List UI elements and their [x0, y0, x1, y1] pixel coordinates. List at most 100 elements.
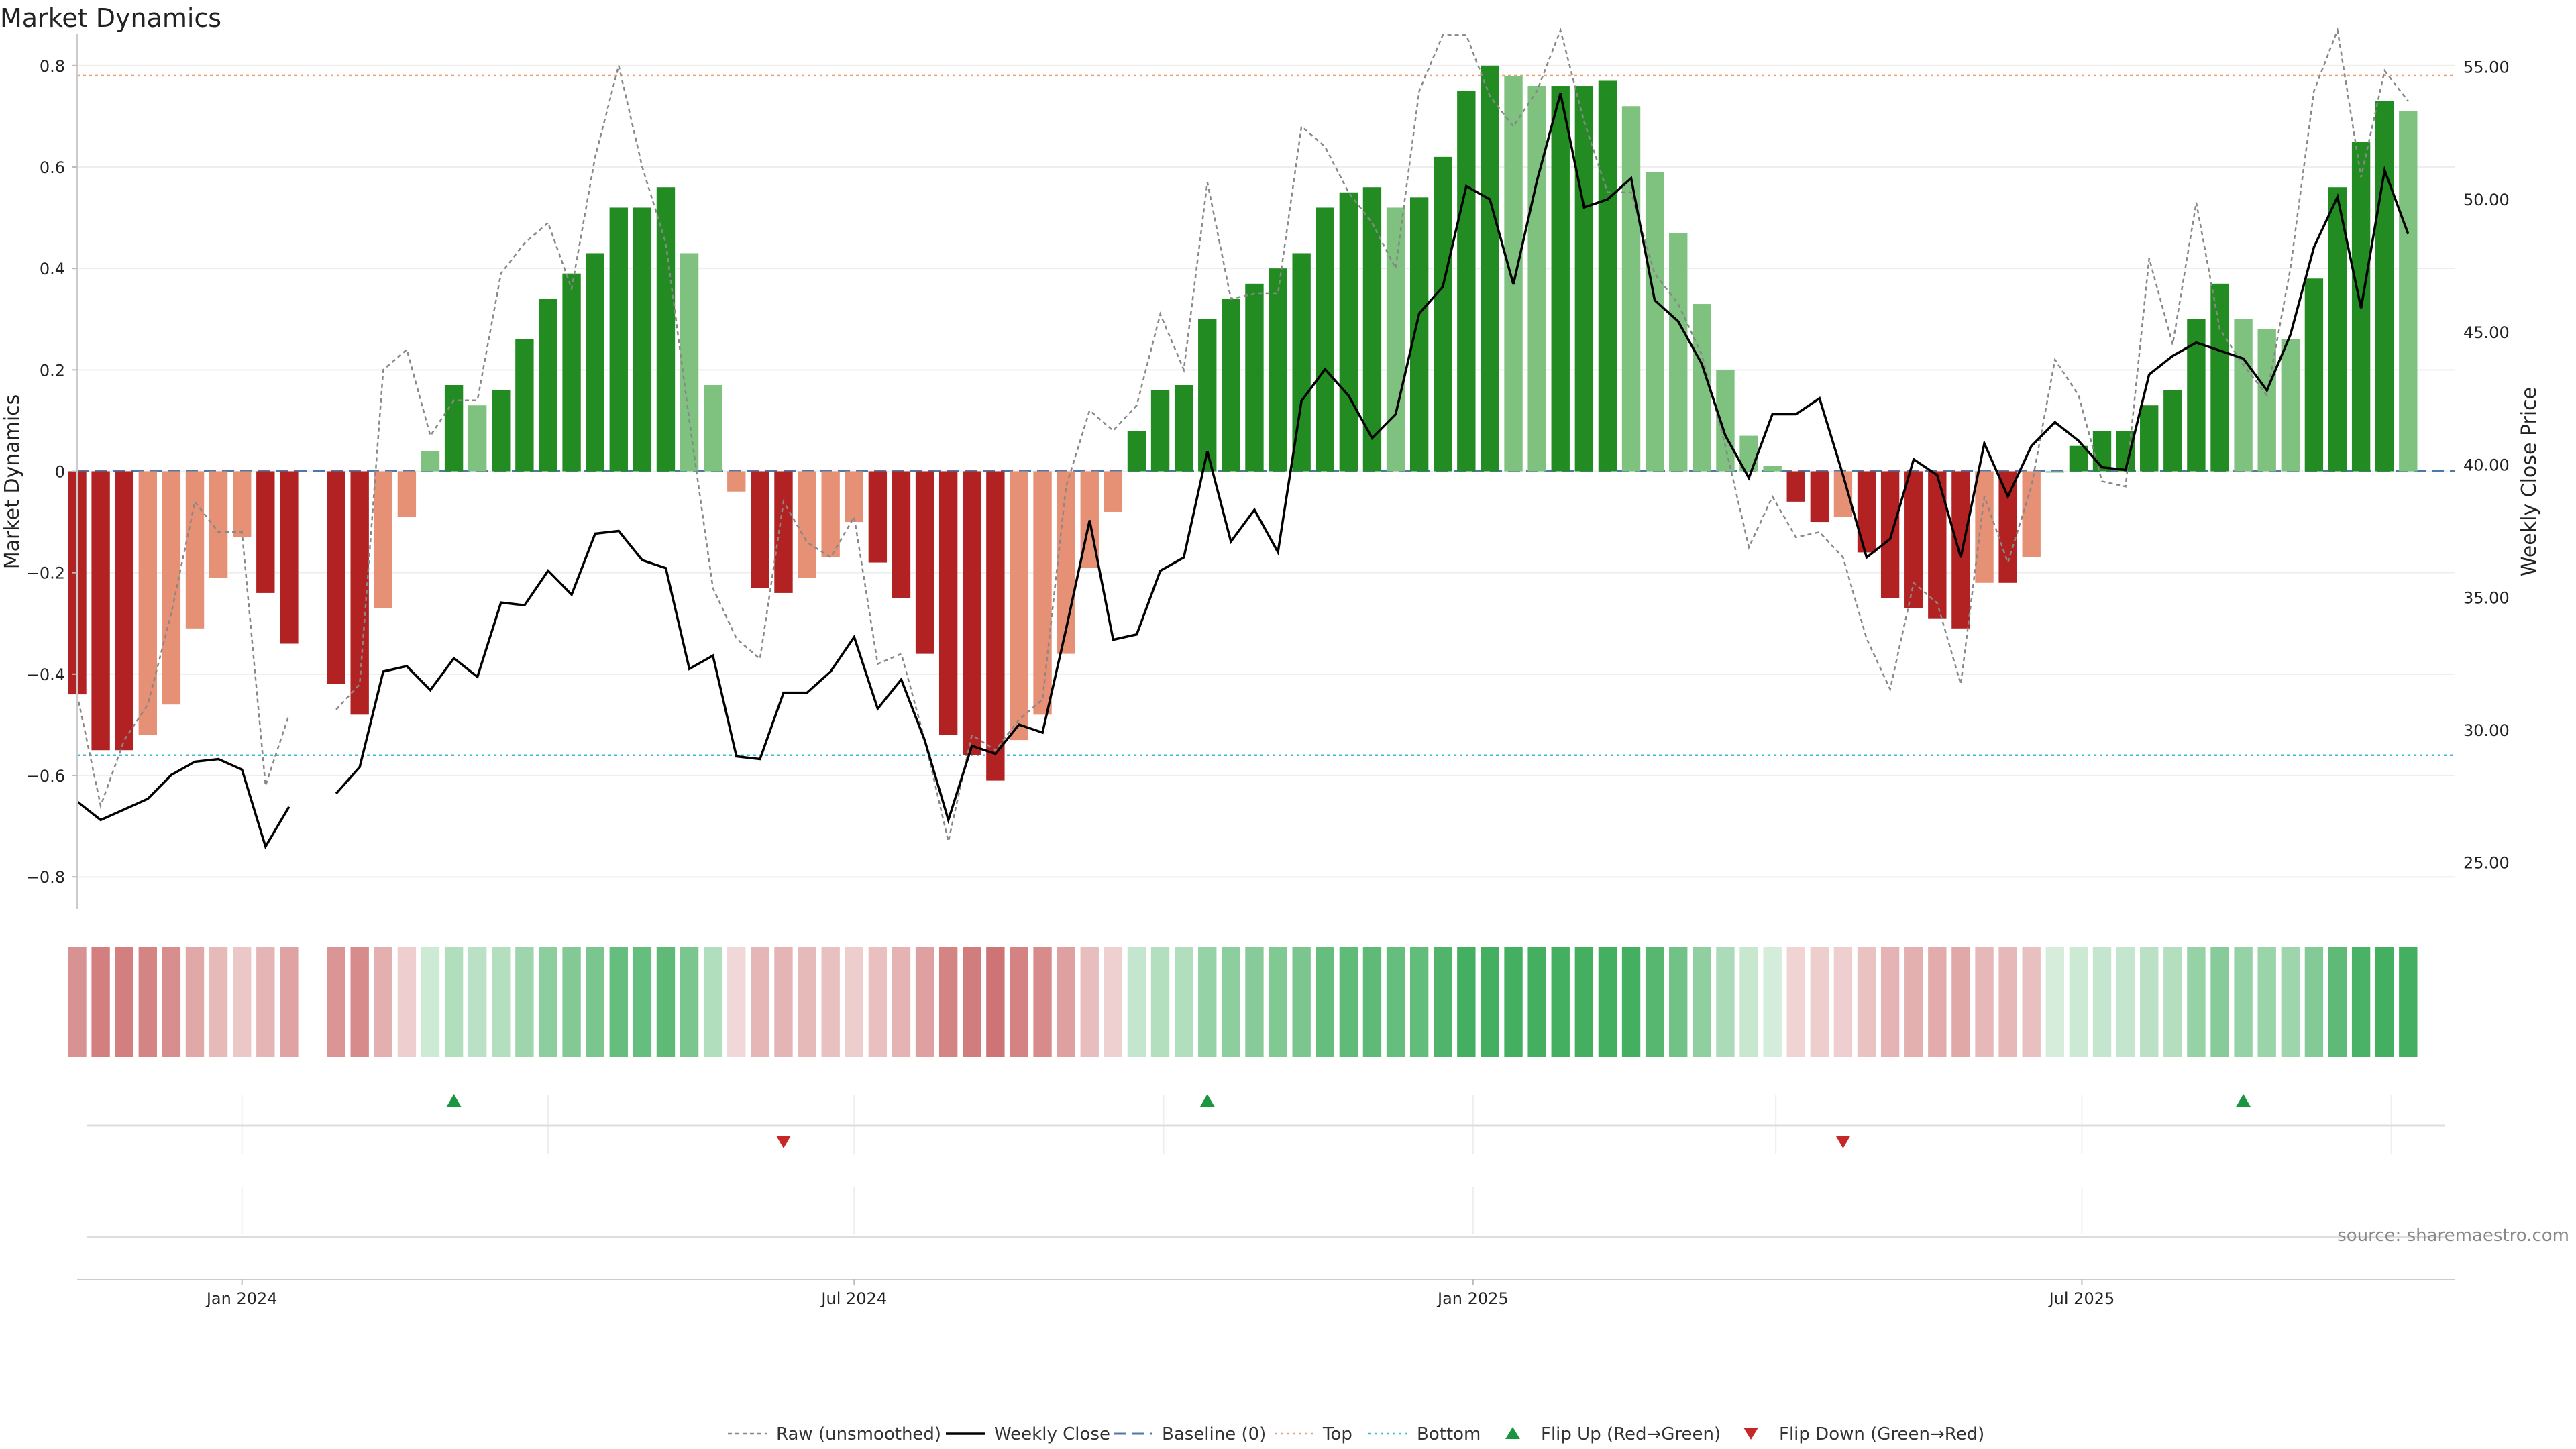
dynamics-bar — [1481, 65, 1499, 472]
heat-cell — [1245, 947, 1264, 1057]
heat-cell — [2116, 947, 2135, 1057]
dynamics-bar — [1716, 370, 1735, 472]
weekly-close-line — [76, 93, 2410, 850]
heat-cell — [2257, 947, 2276, 1057]
heat-cell — [703, 947, 722, 1057]
heat-cell — [162, 947, 181, 1057]
legend-label: Flip Up (Red→Green) — [1541, 1424, 1721, 1444]
dynamics-bar — [892, 471, 911, 598]
heat-cell — [1292, 947, 1311, 1057]
heat-cell — [845, 947, 863, 1057]
right-tick-label: 45.00 — [2463, 323, 2510, 342]
heat-cell — [1127, 947, 1146, 1057]
dynamics-bar — [2304, 278, 2324, 472]
legend-label: Bottom — [1417, 1424, 1481, 1444]
dynamics-bar — [1551, 86, 1570, 472]
legend-item-flip_down: Flip Down (Green→Red) — [1743, 1424, 1984, 1444]
heat-cell — [586, 947, 604, 1057]
heat-cell — [515, 947, 534, 1057]
legend-label: Weekly Close — [994, 1424, 1110, 1444]
dynamics-bar — [2140, 405, 2159, 472]
dynamics-bar — [2210, 283, 2229, 472]
heat-cell — [1645, 947, 1664, 1057]
dynamics-bar — [2069, 445, 2088, 472]
dynamics-bar — [492, 390, 511, 472]
dynamics-bar — [1362, 187, 1382, 472]
dynamics-bar — [798, 471, 816, 578]
dynamics-bar — [374, 471, 392, 608]
dynamics-bar — [680, 253, 699, 472]
heat-cell — [138, 947, 157, 1057]
heat-cell — [2281, 947, 2300, 1057]
dynamics-bar — [2281, 339, 2300, 472]
heat-cell — [2163, 947, 2182, 1057]
heat-cell — [1386, 947, 1405, 1057]
heat-cell — [468, 947, 487, 1057]
dynamics-bar — [280, 471, 299, 644]
heat-cell — [2092, 947, 2112, 1057]
dynamics-bar — [1810, 471, 1829, 523]
heat-cell — [397, 947, 417, 1057]
heat-cell — [1998, 947, 2017, 1057]
heat-cell — [562, 947, 581, 1057]
dynamics-bar — [963, 471, 981, 755]
dynamics-bar — [515, 339, 534, 472]
dynamics-bar — [2234, 319, 2253, 472]
dynamics-bar — [703, 385, 722, 472]
heat-cell — [1362, 947, 1382, 1057]
heat-cell — [2045, 947, 2065, 1057]
heat-cell — [2140, 947, 2159, 1057]
heat-cell — [938, 947, 958, 1057]
chart-title: Market Dynamics — [0, 3, 221, 33]
dynamics-bar — [162, 471, 181, 705]
date-axis: Jan 2024 Jul 2024 Jan 2025 Jul 2025 — [77, 1279, 2455, 1308]
dynamics-bar — [2163, 390, 2182, 472]
heat-cell — [1833, 947, 1853, 1057]
heat-cell — [1057, 947, 1075, 1057]
dynamics-bar — [539, 299, 557, 472]
dynamics-bar — [751, 471, 769, 588]
dynamics-bar — [1951, 471, 1970, 629]
heat-cell — [1857, 947, 1876, 1057]
heat-cell — [2399, 947, 2418, 1057]
heat-cell — [1904, 947, 1923, 1057]
heat-cell — [374, 947, 392, 1057]
dynamics-bar — [2045, 471, 2065, 473]
heat-cell — [1716, 947, 1735, 1057]
heat-cell — [91, 947, 110, 1057]
legend-label: Flip Down (Green→Red) — [1779, 1424, 1984, 1444]
heat-cell — [1434, 947, 1452, 1057]
legend-item-baseline: Baseline (0) — [1114, 1424, 1266, 1444]
left-tick-label: −0.2 — [26, 564, 65, 583]
dynamics-bar — [1975, 471, 1994, 583]
dynamics-bar — [938, 471, 958, 735]
heat-cell — [798, 947, 816, 1057]
right-tick-label: 35.00 — [2463, 588, 2510, 607]
dynamics-bar — [1316, 207, 1334, 472]
flip-up-marker — [2236, 1094, 2251, 1107]
dynamics-bar — [1127, 431, 1146, 472]
dynamics-bar — [1904, 471, 1923, 608]
heat-cell — [492, 947, 511, 1057]
date-tick-label: Jan 2025 — [1436, 1289, 1509, 1308]
heat-cell — [115, 947, 133, 1057]
dynamics-bar — [2399, 111, 2418, 472]
dynamics-bar — [1763, 466, 1782, 472]
heat-cell — [1080, 947, 1099, 1057]
dynamics-bar — [1693, 304, 1711, 472]
heat-cell — [1551, 947, 1570, 1057]
heat-cell — [421, 947, 440, 1057]
dynamics-bar — [1245, 283, 1264, 472]
heat-cell — [868, 947, 888, 1057]
dynamics-bar — [2022, 471, 2041, 557]
dynamics-bar — [633, 207, 652, 472]
heat-cell — [1339, 947, 1358, 1057]
heat-cell — [1504, 947, 1523, 1057]
flip-down-marker — [1835, 1136, 1851, 1148]
dynamics-bar — [586, 253, 604, 472]
heat-cell — [1316, 947, 1334, 1057]
dynamics-bar — [468, 405, 487, 472]
dynamics-bar — [1574, 86, 1594, 472]
heat-cell — [1010, 947, 1028, 1057]
